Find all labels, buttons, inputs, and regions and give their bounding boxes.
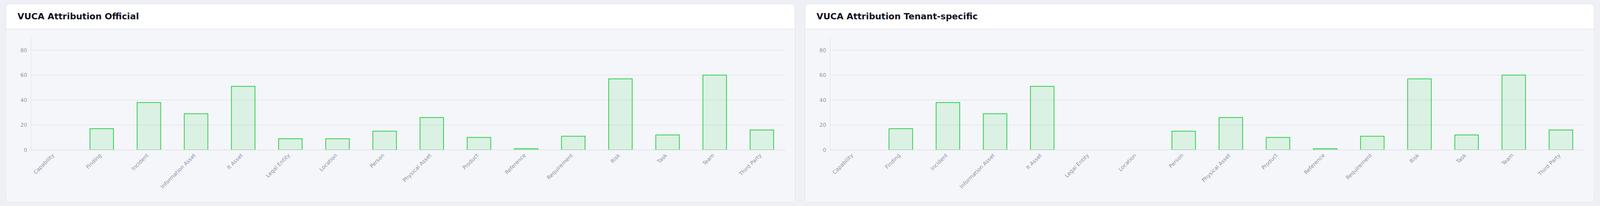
x-tick-label: Person (1167, 152, 1185, 170)
x-tick-label: Team (1500, 152, 1515, 168)
chart-card: VUCA Attribution Official 0 20 40 60 80 Capabi… (5, 3, 796, 203)
bar (935, 102, 960, 151)
grid-line (31, 99, 786, 101)
x-tick-label: Physical Asset (1200, 152, 1233, 184)
grid-line (31, 75, 786, 76)
chart-area-background (805, 29, 1595, 203)
chart-title: VUCA Attribution Official (17, 11, 140, 22)
divider (805, 29, 1595, 30)
y-tick-label: 40 (819, 97, 827, 104)
x-tick-label: Requirement (545, 152, 575, 182)
x-tick-label: Capability (32, 152, 57, 177)
x-tick-label: Location (1117, 152, 1138, 174)
bar (1549, 130, 1573, 151)
bar (231, 86, 255, 151)
x-tick-label: Legal Entity (1063, 152, 1091, 180)
x-tick-label: Location (317, 152, 339, 174)
x-tick-label: Third Party (737, 152, 764, 179)
bar (1219, 117, 1243, 151)
bar (888, 128, 913, 151)
page: VUCA Attribution Official 0 20 40 60 80 Capabi… (0, 0, 1600, 206)
bar (561, 136, 586, 151)
x-tick-label: Person (368, 152, 386, 170)
grid-line (830, 99, 1585, 101)
x-tick-label: Task (655, 152, 669, 166)
y-tick-label: 40 (20, 97, 28, 104)
bar (1502, 75, 1526, 151)
bar (750, 130, 775, 151)
bar (184, 113, 208, 151)
chart-canvas: VUCA Attribution Official 0 20 40 60 80 Capabi… (0, 0, 1600, 206)
x-tick-label: It Asset (225, 152, 245, 172)
x-tick-label: Reference (1302, 152, 1327, 177)
card-background (5, 3, 796, 203)
y-tick-label: 80 (20, 47, 28, 54)
card-background (805, 3, 1595, 203)
chart-card: VUCA Attribution Tenant-specific 0 20 40 60 8… (805, 3, 1595, 203)
x-tick-label: It Asset (1024, 152, 1044, 172)
x-tick-label: Information Asset (159, 152, 198, 191)
bar (137, 102, 161, 151)
grid-line (830, 150, 1585, 151)
bars (90, 75, 775, 151)
y-axis-line (31, 37, 32, 151)
grid-line (830, 75, 1585, 76)
x-axis-line (830, 150, 1585, 151)
bar (420, 117, 444, 151)
y-tick-label: 0 (23, 147, 28, 154)
bar (1172, 131, 1196, 151)
bar (325, 139, 350, 151)
y-axis-line (829, 37, 831, 151)
x-tick-label: Incident (929, 152, 950, 173)
y-tick-label: 0 (823, 147, 827, 154)
x-tick-label: Product (1260, 152, 1280, 172)
grid-line (31, 150, 786, 151)
bar (90, 128, 114, 151)
chart-area-background (6, 29, 795, 203)
bar (1407, 79, 1432, 151)
bar (983, 113, 1008, 151)
y-tick-label: 60 (819, 72, 827, 79)
grid-line (31, 49, 786, 51)
bar (702, 75, 727, 151)
bar (278, 139, 303, 151)
x-tick-label: Task (1454, 152, 1468, 166)
bar (655, 135, 680, 151)
x-tick-label: Incident (130, 152, 151, 173)
x-tick-label: Finding (883, 152, 902, 171)
x-tick-label: Information Asset (958, 152, 997, 191)
bar (1454, 135, 1479, 151)
grid-line (830, 49, 1585, 51)
chart-title: VUCA Attribution Tenant-specific (816, 11, 979, 22)
bars (888, 75, 1573, 151)
bar (608, 79, 633, 151)
x-tick-label: Team (700, 152, 716, 168)
y-tick-label: 60 (20, 72, 28, 79)
x-tick-label: Finding (84, 152, 103, 171)
y-tick-label: 20 (20, 122, 28, 129)
x-tick-label: Legal Entity (264, 152, 292, 180)
x-tick-label: Reference (503, 152, 528, 177)
x-tick-label: Third Party (1536, 152, 1563, 179)
bar (1360, 136, 1385, 151)
x-tick-label: Product (461, 152, 481, 172)
x-tick-label: Capability (831, 152, 856, 177)
bar (1030, 86, 1055, 151)
bar (1266, 137, 1290, 151)
y-tick-label: 20 (819, 122, 827, 129)
x-tick-label: Risk (609, 152, 622, 165)
x-axis-line (31, 150, 786, 151)
divider (5, 29, 796, 30)
x-tick-label: Requirement (1344, 152, 1374, 182)
x-tick-label: Risk (1408, 152, 1421, 165)
x-tick-label: Physical Asset (401, 152, 433, 184)
bar (372, 131, 397, 151)
y-tick-label: 80 (819, 47, 827, 54)
bar (467, 137, 492, 151)
